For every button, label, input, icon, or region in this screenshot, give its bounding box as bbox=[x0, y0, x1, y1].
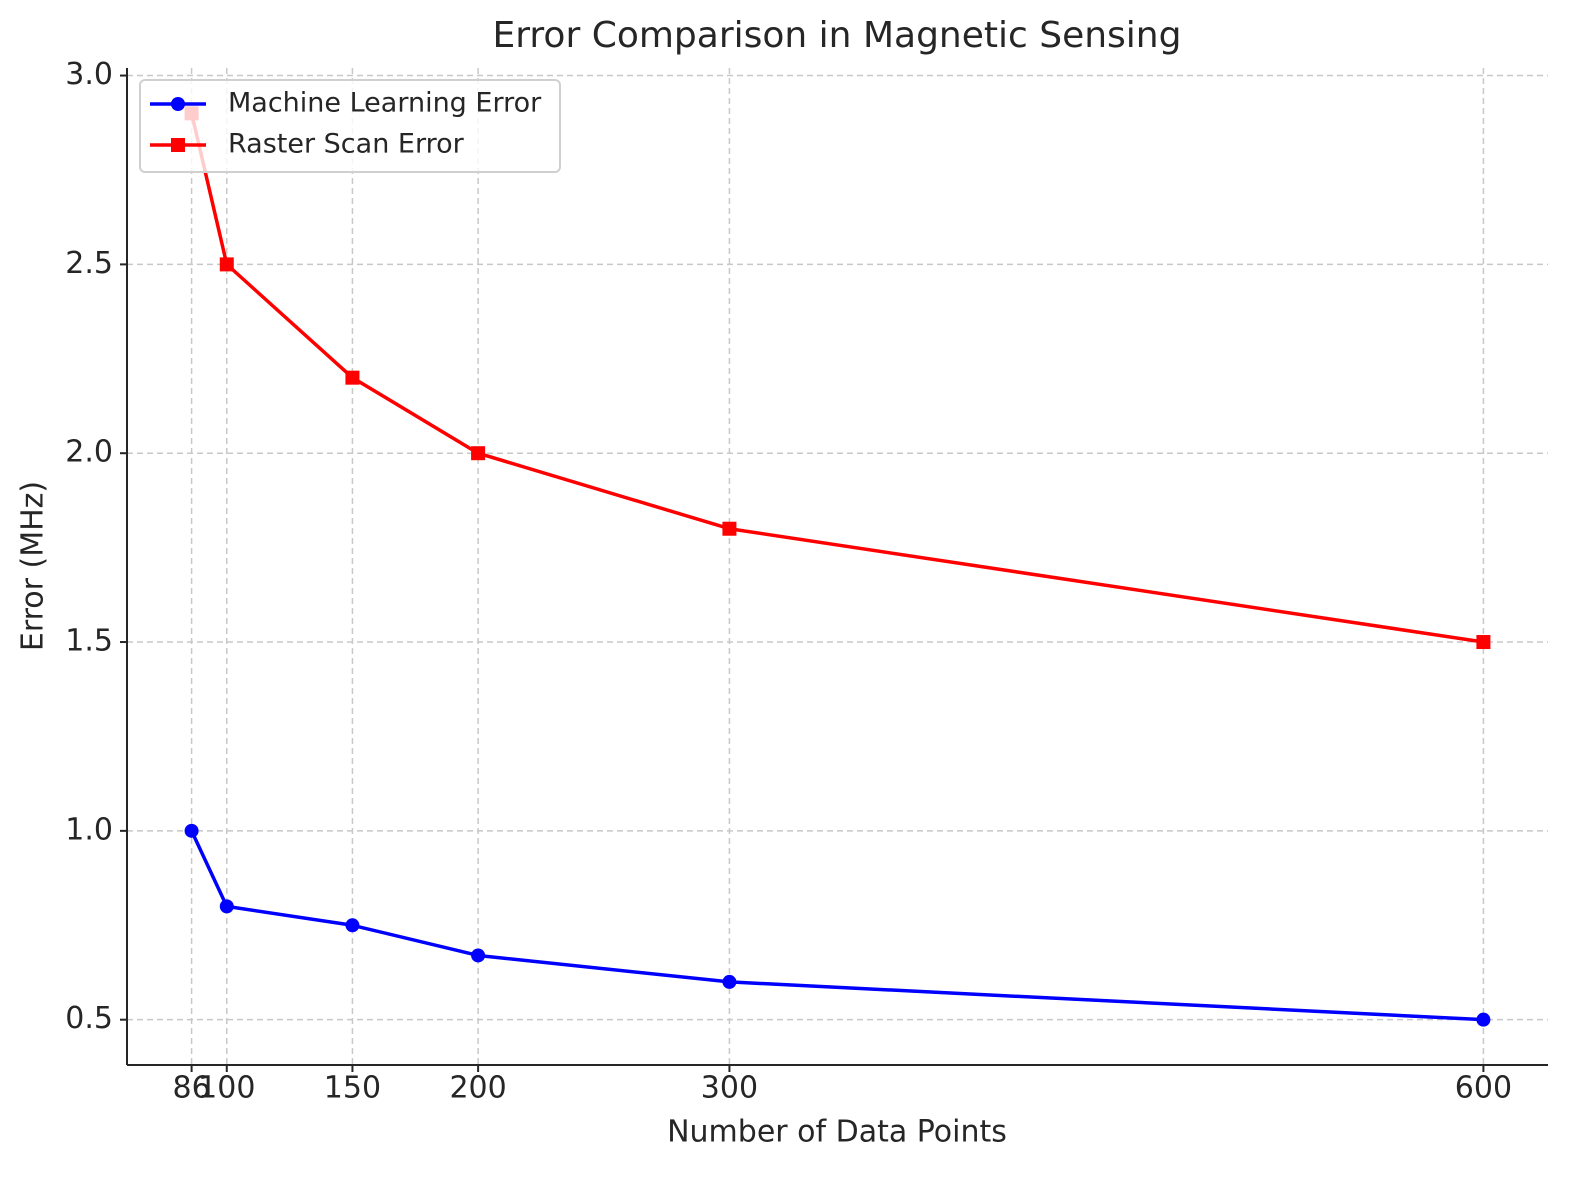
x-tick-label: 150 bbox=[324, 1071, 381, 1106]
legend-box bbox=[139, 79, 561, 173]
marker bbox=[1476, 635, 1491, 650]
marker bbox=[345, 918, 360, 933]
marker bbox=[219, 257, 234, 272]
y-tick-label: 1.0 bbox=[65, 812, 113, 847]
marker bbox=[1476, 1012, 1491, 1027]
legend-label: Raster Scan Error bbox=[228, 129, 465, 160]
y-tick-label: 0.5 bbox=[65, 1001, 113, 1036]
y-tick-label: 2.0 bbox=[65, 435, 113, 470]
x-tick-label: 300 bbox=[701, 1071, 758, 1106]
x-axis-label: Number of Data Points bbox=[667, 1115, 1007, 1150]
x-tick-label: 600 bbox=[1455, 1071, 1512, 1106]
grid bbox=[127, 68, 1548, 1065]
x-tick-label: 86 bbox=[172, 1071, 210, 1106]
marker bbox=[184, 823, 199, 838]
marker bbox=[219, 899, 234, 914]
marker bbox=[345, 370, 360, 385]
marker bbox=[171, 97, 185, 111]
legend: Machine Learning Error Raster Scan Error bbox=[139, 79, 561, 173]
marker bbox=[171, 138, 185, 152]
plot-area bbox=[184, 106, 1491, 1027]
series-line bbox=[189, 112, 1484, 644]
x-tick-label: 200 bbox=[449, 1071, 506, 1106]
marker bbox=[471, 446, 486, 461]
marker bbox=[722, 521, 737, 536]
y-tick-label: 2.5 bbox=[65, 246, 113, 281]
y-tick-label: 3.0 bbox=[65, 57, 113, 92]
marker bbox=[722, 974, 737, 989]
series-line bbox=[190, 830, 1484, 1022]
x-tick-label: 100 bbox=[198, 1071, 255, 1106]
marker bbox=[471, 948, 486, 963]
y-tick-label: 1.5 bbox=[65, 624, 113, 659]
legend-label: Machine Learning Error bbox=[228, 88, 542, 119]
chart-title: Error Comparison in Magnetic Sensing bbox=[493, 15, 1182, 56]
y-axis-label: Error (MHz) bbox=[16, 481, 51, 651]
